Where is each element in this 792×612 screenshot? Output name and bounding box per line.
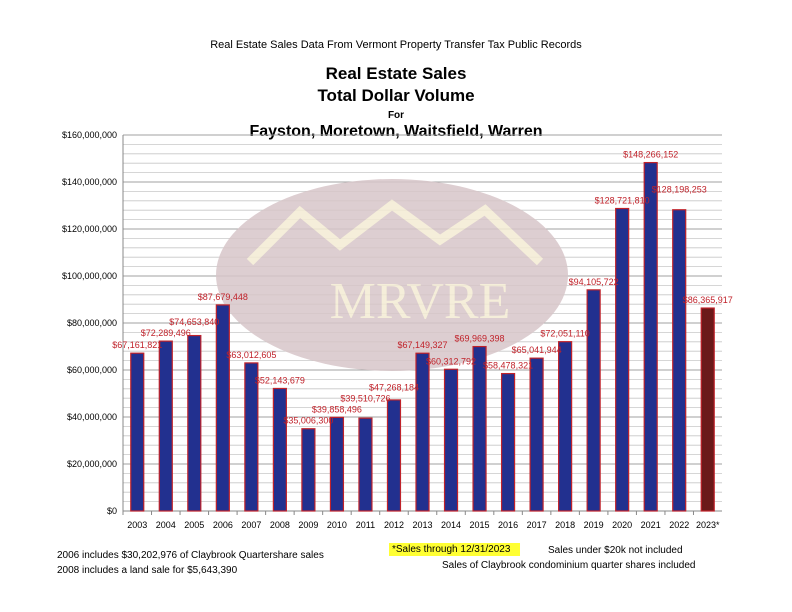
- data-label-2009: $35,006,300: [283, 416, 333, 426]
- x-tick-label: 2014: [441, 520, 461, 530]
- chart-title-line1: Real Estate Sales: [325, 64, 467, 83]
- y-tick-label: $80,000,000: [67, 318, 117, 328]
- bar-2019: [586, 289, 601, 512]
- data-label-2005: $74,653,840: [169, 317, 219, 327]
- data-label-2006: $87,679,448: [198, 292, 248, 302]
- x-tick-label: 2009: [298, 520, 318, 530]
- data-label-2022: $128,198,253: [652, 185, 707, 195]
- bar-2021: [643, 161, 658, 512]
- y-tick-label: $60,000,000: [67, 365, 117, 375]
- bar-2015: [472, 345, 487, 512]
- note-claybrook: Sales of Claybrook condominium quarter s…: [442, 560, 696, 571]
- data-label-2004: $72,289,496: [141, 328, 191, 338]
- watermark-logo: MRVRE: [216, 179, 568, 371]
- x-tick-label: 2008: [270, 520, 290, 530]
- x-tick-label: 2007: [241, 520, 261, 530]
- bar-2023*: [700, 307, 715, 512]
- data-label-2014: $60,312,792: [426, 356, 476, 366]
- data-labels: $67,161,821 $72,289,496$74,653,840 $87,679…: [112, 150, 733, 426]
- bar-2007: [244, 362, 259, 512]
- y-tick-label: $160,000,000: [62, 130, 117, 140]
- bar-2013: [415, 352, 430, 512]
- data-label-2019: $94,105,722: [569, 277, 619, 287]
- data-label-2012: $47,268,184: [369, 382, 419, 392]
- x-tick-label: 2020: [612, 520, 632, 530]
- bar-2006: [215, 304, 230, 512]
- data-label-2017: $65,041,944: [512, 345, 562, 355]
- bar-2011: [358, 417, 373, 512]
- y-tick-label: $140,000,000: [62, 177, 117, 187]
- bar-2022: [672, 209, 687, 512]
- y-tick-label: $100,000,000: [62, 271, 117, 281]
- data-label-2008: $52,143,679: [255, 375, 305, 385]
- y-tick-label: $0: [107, 506, 117, 516]
- chart-title-line4: Fayston, Moretown, Waitsfield, Warren: [249, 123, 543, 140]
- data-label-2003: $67,161,821: [112, 340, 162, 350]
- x-tick-label: 2005: [184, 520, 204, 530]
- data-label-2021: $148,266,152: [623, 150, 678, 160]
- data-label-2011: $39,510,726: [340, 393, 390, 403]
- x-tick-label: 2003: [127, 520, 147, 530]
- bars: [130, 161, 715, 512]
- supertitle: Real Estate Sales Data From Vermont Prop…: [210, 39, 582, 51]
- bar-2010: [329, 416, 345, 512]
- bar-2005: [187, 334, 202, 512]
- mountain-icon: [246, 199, 544, 266]
- chart-title-line3: For: [387, 110, 405, 121]
- bar-2003: [130, 352, 145, 512]
- bar-2018: [558, 341, 573, 512]
- bar-2020: [615, 207, 630, 512]
- data-label-2020: $128,721,810: [595, 196, 650, 206]
- bar-2014: [443, 368, 459, 512]
- bar-2017: [529, 357, 544, 512]
- note-under-20k: Sales under $20k not included: [548, 545, 683, 556]
- data-label-2010: $39,858,496: [312, 404, 362, 414]
- note-sales-through: *Sales through 12/31/2023: [389, 543, 521, 556]
- data-label-2016: $58,478,321: [483, 361, 533, 371]
- watermark-text: MRVRE: [330, 273, 511, 330]
- note-2008: 2008 includes a land sale for $5,643,390: [57, 565, 238, 576]
- note-2006: 2006 includes $30,202,976 of Claybrook Q…: [57, 550, 324, 561]
- bar-2008: [272, 387, 287, 512]
- bar-2012: [386, 399, 402, 512]
- y-tick-label: $120,000,000: [62, 224, 117, 234]
- data-label-2013: $67,149,327: [397, 340, 447, 350]
- chart-title-line2: Total Dollar Volume: [317, 86, 475, 105]
- x-tick-label: 2019: [584, 520, 604, 530]
- x-tick-label: 2015: [470, 520, 490, 530]
- x-tick-label: 2006: [213, 520, 233, 530]
- x-tick-label: 2010: [327, 520, 347, 530]
- x-tick-label: 2022: [669, 520, 689, 530]
- data-label-2023*: $86,365,917: [683, 295, 733, 305]
- highlight-text: *Sales through 12/31/2023: [389, 543, 521, 556]
- bar-2016: [500, 372, 516, 512]
- x-tick-label: 2012: [384, 520, 404, 530]
- x-tick-label: 2004: [156, 520, 176, 530]
- x-tick-label: 2018: [555, 520, 575, 530]
- x-tick-label: 2023*: [696, 520, 720, 530]
- bar-2004: [158, 340, 173, 512]
- data-label-2018: $72,051,110: [540, 329, 589, 339]
- data-label-2007: $63,012,605: [226, 350, 276, 360]
- x-tick-label: 2013: [412, 520, 432, 530]
- x-tick-label: 2016: [498, 520, 518, 530]
- x-tick-label: 2011: [356, 520, 375, 530]
- watermark-ellipse: [216, 179, 568, 371]
- data-label-2015: $69,969,398: [455, 334, 505, 344]
- y-tick-label: $40,000,000: [67, 412, 117, 422]
- x-tick-label: 2021: [641, 520, 661, 530]
- bar-2009: [301, 428, 316, 512]
- x-tick-label: 2017: [527, 520, 547, 530]
- y-tick-label: $20,000,000: [67, 459, 117, 469]
